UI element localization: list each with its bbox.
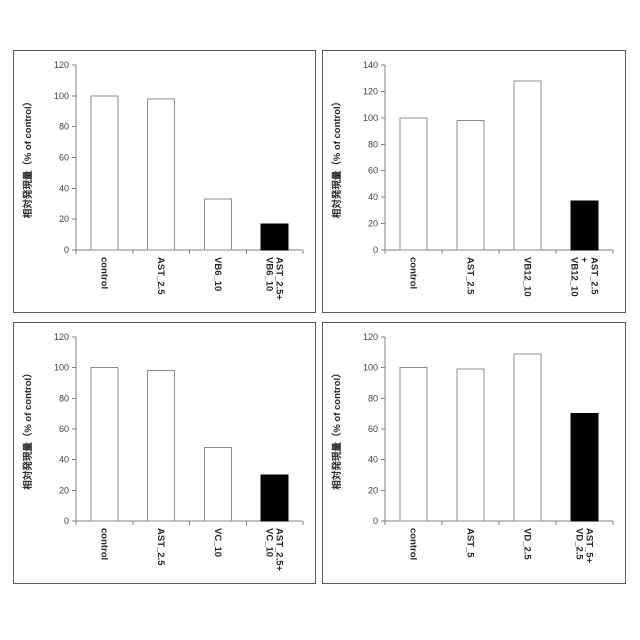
x-category-label: control — [98, 528, 109, 560]
x-category-label: AST_5+VD_2.5 — [574, 528, 595, 564]
bar-chart: 0 20 40 60 80 100 120 control AST_5 VD_2.5 AST_5+V… — [331, 332, 614, 564]
bar-AST_5+-VD_2.5 — [570, 413, 599, 522]
bar-AST_2.5 — [147, 98, 176, 251]
y-tick-label: 100 — [54, 363, 69, 373]
bar-AST_2.5+-VC_10 — [260, 474, 289, 522]
x-category-label: AST_2.5+VB12_10 — [569, 257, 600, 297]
y-tick-label: 120 — [54, 332, 69, 342]
y-tick-label: 0 — [64, 516, 69, 526]
x-category-label: AST_5 — [465, 528, 476, 558]
x-category-label: AST_2.5+VC_10 — [264, 528, 285, 571]
chart-panel-top-right: 0 20 40 60 80 100 120 140 control AST_2.5 VB12_10 A… — [322, 50, 626, 313]
y-tick-label: 80 — [368, 139, 378, 149]
x-category-label: AST_2.5 — [155, 257, 166, 295]
y-tick-label: 0 — [373, 245, 378, 255]
bar-AST_5 — [456, 368, 485, 522]
x-category-label: VD_2.5 — [522, 528, 533, 560]
y-tick-label: 20 — [368, 219, 378, 229]
y-tick-label: 120 — [363, 86, 378, 96]
x-category-label: control — [408, 257, 419, 289]
bar-control — [90, 367, 119, 522]
bar-VB12_10 — [513, 80, 542, 251]
bar-VC_10 — [203, 446, 232, 522]
y-tick-label: 60 — [59, 153, 69, 163]
y-tick-label: 60 — [59, 424, 69, 434]
bar-chart: 0 20 40 60 80 100 120 control AST_2.5 VC_10 AST_2.… — [22, 332, 304, 571]
bar-AST_2.5 — [147, 370, 176, 522]
bar-AST_2.5-+-VB12_10 — [570, 200, 599, 251]
bar-VB6_10 — [203, 198, 232, 251]
y-axis-title: 相対発現量（% of control） — [22, 97, 34, 218]
x-category-label: VC_10 — [212, 528, 223, 557]
chart-panel-bottom-right: 0 20 40 60 80 100 120 control AST_5 VD_2.5 AST_5+V… — [322, 322, 626, 584]
bar-chart: 0 20 40 60 80 100 120 140 control AST_2.5 VB12_10 A… — [331, 60, 614, 297]
y-tick-label: 100 — [54, 91, 69, 101]
bar-AST_2.5+-VB6_10 — [260, 223, 289, 251]
chart-panel-bottom-left: 0 20 40 60 80 100 120 control AST_2.5 VC_10 AST_2.… — [13, 322, 316, 584]
x-category-label: AST_2.5 — [155, 528, 166, 566]
y-axis-title: 相対発現量（% of control） — [331, 368, 343, 489]
y-tick-label: 60 — [368, 166, 378, 176]
y-tick-label: 120 — [363, 332, 378, 342]
bar-chart: 0 20 40 60 80 100 120 control AST_2.5 VB6_10 AST_2… — [22, 60, 304, 300]
x-category-label: AST_2.5 — [465, 257, 476, 295]
x-category-label: control — [98, 257, 109, 289]
y-tick-label: 140 — [363, 60, 378, 70]
bar-control — [90, 95, 119, 251]
y-tick-label: 80 — [59, 122, 69, 132]
y-tick-label: 40 — [368, 455, 378, 465]
y-tick-label: 40 — [59, 183, 69, 193]
x-category-label: AST_2.5+VB6_10 — [264, 257, 285, 300]
bar-AST_2.5 — [456, 120, 485, 251]
y-tick-label: 80 — [59, 393, 69, 403]
y-tick-label: 60 — [368, 424, 378, 434]
y-tick-label: 20 — [368, 485, 378, 495]
x-category-label: VB12_10 — [522, 257, 533, 297]
y-tick-label: 40 — [59, 455, 69, 465]
y-tick-label: 120 — [54, 60, 69, 70]
chart-panel-top-left: 0 20 40 60 80 100 120 control AST_2.5 VB6_10 AST_2… — [13, 50, 316, 313]
y-tick-label: 100 — [363, 113, 378, 123]
x-category-label: control — [408, 528, 419, 560]
y-tick-label: 20 — [59, 485, 69, 495]
y-tick-label: 0 — [64, 245, 69, 255]
bar-control — [399, 367, 428, 522]
y-tick-label: 20 — [59, 214, 69, 224]
y-axis-title: 相対発現量（% of control） — [22, 368, 34, 489]
bar-control — [399, 117, 428, 251]
bar-VD_2.5 — [513, 353, 542, 522]
x-category-label: VB6_10 — [212, 257, 223, 291]
y-tick-label: 100 — [363, 363, 378, 373]
y-axis-title: 相対発現量（% of control） — [331, 97, 343, 218]
y-tick-label: 40 — [368, 192, 378, 202]
y-tick-label: 0 — [373, 516, 378, 526]
y-tick-label: 80 — [368, 393, 378, 403]
